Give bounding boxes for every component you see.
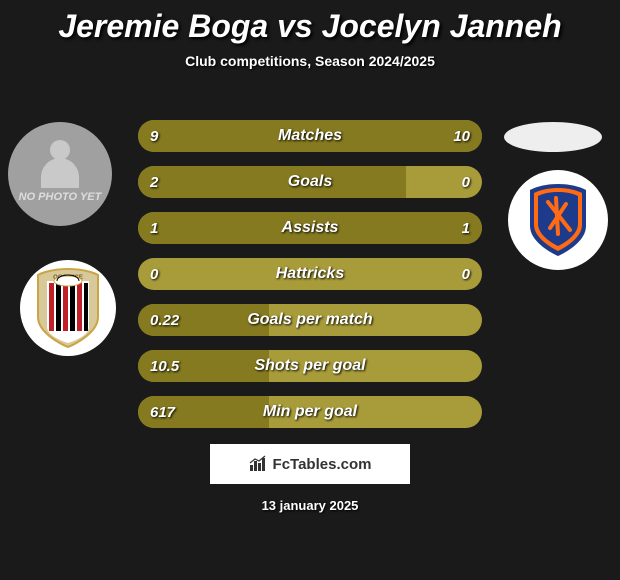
stat-value-right: 0 bbox=[462, 174, 470, 191]
avatar-placeholder-icon bbox=[35, 140, 85, 190]
ogc-nice-badge-icon: OGC NICE bbox=[33, 267, 103, 349]
stat-label: Goals bbox=[138, 173, 482, 191]
stat-label: Matches bbox=[138, 127, 482, 145]
stat-row: 10.5Shots per goal bbox=[138, 350, 482, 382]
stat-value-right: 10 bbox=[453, 128, 470, 145]
stat-label: Goals per match bbox=[138, 311, 482, 329]
footer-brand-text: FcTables.com bbox=[273, 456, 372, 473]
stat-row: 617Min per goal bbox=[138, 396, 482, 428]
stats-bars: 9Matches102Goals01Assists10Hattricks00.2… bbox=[138, 120, 482, 442]
chart-icon bbox=[249, 455, 267, 473]
stat-row: 9Matches10 bbox=[138, 120, 482, 152]
stat-label: Shots per goal bbox=[138, 357, 482, 375]
stat-value-right: 1 bbox=[462, 220, 470, 237]
right-club-logo bbox=[508, 170, 608, 270]
stat-label: Hattricks bbox=[138, 265, 482, 283]
footer-date: 13 january 2025 bbox=[0, 498, 620, 513]
left-player-avatar: NO PHOTO YET bbox=[8, 122, 112, 226]
avatar-placeholder-text: NO PHOTO YET bbox=[19, 192, 102, 203]
stat-row: 0Hattricks0 bbox=[138, 258, 482, 290]
page-title: Jeremie Boga vs Jocelyn Janneh bbox=[0, 0, 620, 45]
stat-value-right: 0 bbox=[462, 266, 470, 283]
stat-label: Min per goal bbox=[138, 403, 482, 421]
stat-row: 2Goals0 bbox=[138, 166, 482, 198]
stat-row: 1Assists1 bbox=[138, 212, 482, 244]
tappara-shield-icon bbox=[526, 182, 590, 258]
right-player-avatar-back bbox=[498, 122, 608, 152]
stat-label: Assists bbox=[138, 219, 482, 237]
left-club-logo: OGC NICE bbox=[20, 260, 116, 356]
page-subtitle: Club competitions, Season 2024/2025 bbox=[0, 53, 620, 69]
footer-brand-badge[interactable]: FcTables.com bbox=[210, 444, 410, 484]
stat-row: 0.22Goals per match bbox=[138, 304, 482, 336]
